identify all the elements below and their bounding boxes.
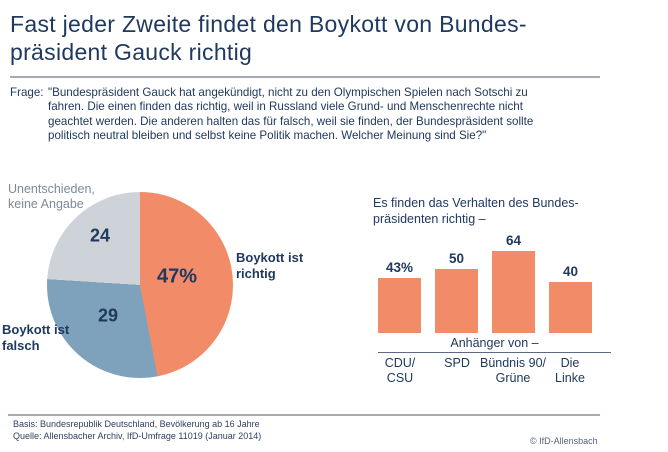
bar-buendnis90-gruene [492, 251, 535, 333]
bar-chart-title: Es finden das Verhalten des Bundes- präs… [373, 196, 579, 226]
pie-label-richtig: Boykott ist richtig [236, 250, 304, 281]
footer-quelle: Quelle: Allensbacher Archiv, IfD-Umfrage… [13, 431, 262, 441]
bar-die-linke [549, 282, 592, 333]
bar-value-label: 64 [505, 233, 522, 248]
copyright-notice: © IfD-Allensbach [530, 436, 598, 446]
bar-column-linke: 40 [549, 264, 592, 333]
bar-category-die-linke: Die Linke [555, 356, 585, 385]
question-prefix: Frage: [10, 86, 44, 99]
bar-category-cdu-csu: CDU/ CSU [384, 356, 416, 385]
pie-value-unentschieden: 24 [89, 225, 111, 246]
pie-label-falsch: Boykott ist falsch [2, 322, 70, 353]
bar-value-label: 50 [448, 251, 465, 266]
footer-basis: Basis: Bundesrepublik Deutschland, Bevöl… [13, 419, 260, 429]
pie-value-richtig: 47% [156, 265, 198, 288]
bar-column-cdu-csu: 43% [378, 260, 421, 333]
survey-question: Frage: "Bundespräsident Gauck hat angekü… [10, 86, 640, 144]
pie-value-falsch: 29 [97, 305, 119, 326]
bar-value-label: 40 [562, 264, 579, 279]
bar-cdu-csu [378, 278, 421, 333]
bar-axis-line [378, 352, 611, 353]
bar-group-label: Anhänger von – [450, 336, 539, 350]
bar-column-gruene: 64 [492, 233, 535, 333]
bar-category-buendnis90-gruene: Bündnis 90/ Grüne [479, 356, 547, 385]
bar-category-spd: SPD [444, 356, 470, 370]
title-divider [10, 76, 600, 78]
bar-value-label: 43% [385, 260, 414, 275]
pie-label-unentschieden: Unentschieden, keine Angabe [8, 182, 95, 211]
pie-chart [47, 192, 233, 378]
question-text: "Bundespräsident Gauck hat angekündigt, … [48, 86, 534, 143]
bar-column-spd: 50 [435, 251, 478, 333]
bar-chart: 43% 50 64 40 [378, 233, 592, 333]
footer-divider [8, 414, 600, 416]
page-title: Fast jeder Zweite findet den Boykott von… [10, 11, 527, 65]
bar-spd [435, 269, 478, 333]
